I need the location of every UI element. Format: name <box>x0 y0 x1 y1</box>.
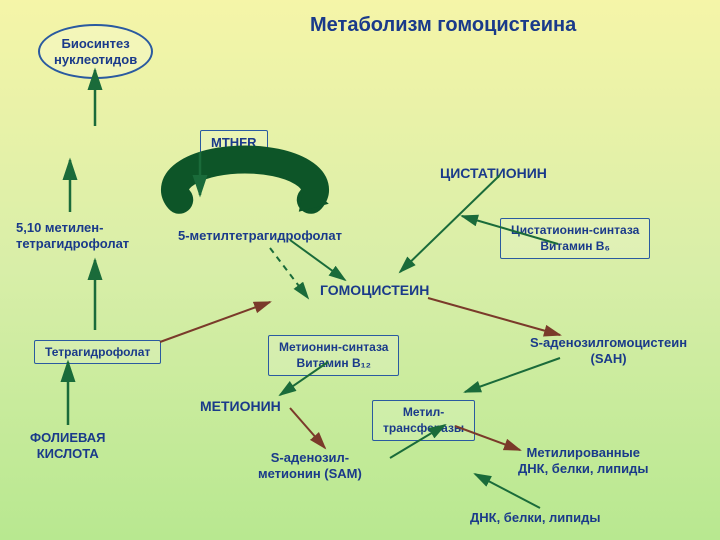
methyl-transferases-label: Метил-трансферазы <box>372 400 475 441</box>
node-methyl-thf: 5-метилтетрагидрофолат <box>178 228 342 243</box>
diagram-title: Метаболизм гомоцистеина <box>310 14 576 37</box>
biosynthesis-label: Биосинтезнуклеотидов <box>38 24 153 79</box>
node-methylene-thf: 5,10 метилен-тетрагидрофолат <box>16 220 129 251</box>
node-cystathionine-synthase: Цистатионин-синтазаВитамин B₆ <box>500 218 650 259</box>
node-cystathionine: ЦИСТАТИОНИН <box>440 165 547 181</box>
node-mthfr: MTHFR <box>200 130 268 155</box>
node-sam: S-аденозил-метионин (SAM) <box>258 450 362 481</box>
node-methyl-transferases: Метил-трансферазы <box>372 400 475 441</box>
node-sah: S-аденозилгомоцистеин(SAH) <box>530 335 687 366</box>
methionine-synthase-label: Метионин-синтазаВитамин B₁₂ <box>268 335 399 376</box>
node-thf: Тетрагидрофолат <box>34 340 161 364</box>
node-dna-proteins: ДНК, белки, липиды <box>470 510 601 525</box>
node-homocysteine: ГОМОЦИСТЕИН <box>320 282 429 298</box>
node-methionine: МЕТИОНИН <box>200 398 281 414</box>
node-methylated: МетилированныеДНК, белки, липиды <box>518 445 649 476</box>
thf-label: Тетрагидрофолат <box>34 340 161 364</box>
node-methionine-synthase: Метионин-синтазаВитамин B₁₂ <box>268 335 399 376</box>
cystathionine-synthase-label: Цистатионин-синтазаВитамин B₆ <box>500 218 650 259</box>
node-biosynthesis: Биосинтезнуклеотидов <box>38 24 153 79</box>
node-folic-acid: ФОЛИЕВАЯКИСЛОТА <box>30 430 106 461</box>
mthfr-label: MTHFR <box>200 130 268 155</box>
